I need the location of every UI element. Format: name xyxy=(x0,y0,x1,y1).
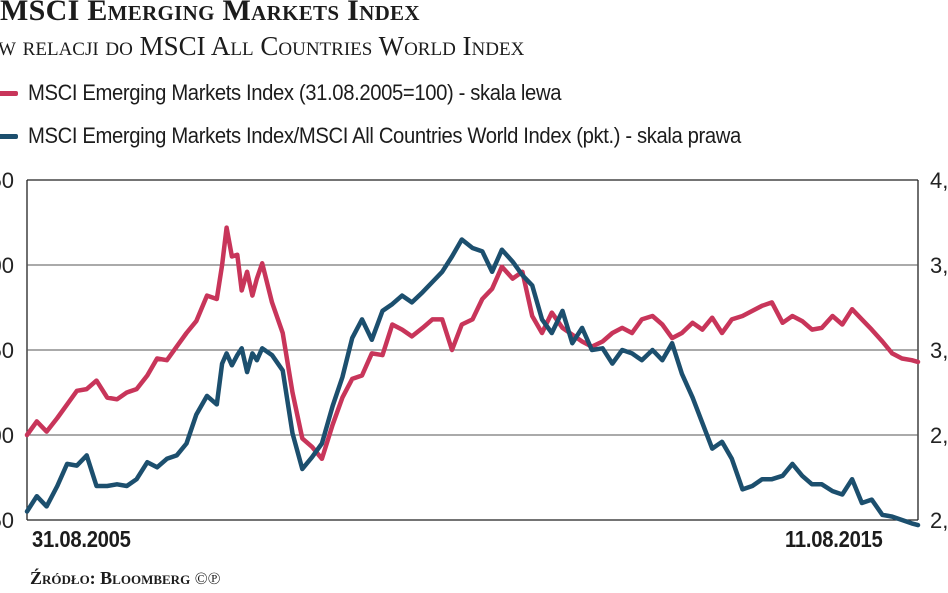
legend-label-em-index: MSCI Emerging Markets Index (31.08.2005=… xyxy=(28,80,562,105)
y-right-tick-label: 3, xyxy=(930,253,948,278)
x-axis-start-label: 31.08.2005 xyxy=(32,526,131,552)
legend-label-ratio: MSCI Emerging Markets Index/MSCI All Cou… xyxy=(28,123,741,148)
series-line-ratio xyxy=(24,237,921,528)
x-axis-end-label: 11.08.2015 xyxy=(785,526,883,552)
y-right-tick-label: 4, xyxy=(930,168,948,193)
source-text: Źródło: Bloomberg xyxy=(30,568,191,588)
copyright-symbols: ©℗ xyxy=(194,569,221,588)
chart-subtitle: w relacji do MSCI All Countries World In… xyxy=(0,31,525,61)
y-left-tick-label: 50 xyxy=(0,508,14,533)
y-left-tick-label: 50 xyxy=(0,338,14,363)
legend-swatch-red xyxy=(0,90,18,96)
chart-title: MSCI Emerging Markets Index xyxy=(0,0,420,27)
source-note: Źródło: Bloomberg ©℗ xyxy=(30,568,221,589)
y-right-tick-label: 2, xyxy=(930,423,948,448)
y-left-tick-label: 00 xyxy=(0,423,14,448)
y-right-tick-label: 3, xyxy=(930,338,948,363)
legend-item-ratio: MSCI Emerging Markets Index/MSCI All Cou… xyxy=(0,121,803,151)
legend-item-em-index: MSCI Emerging Markets Index (31.08.2005=… xyxy=(0,78,607,108)
y-right-tick-label: 2, xyxy=(930,508,948,533)
y-left-tick-label: 00 xyxy=(0,253,14,278)
series-line-em-index xyxy=(24,225,921,462)
legend-swatch-blue xyxy=(0,133,18,139)
y-left-tick-label: 50 xyxy=(0,168,14,193)
